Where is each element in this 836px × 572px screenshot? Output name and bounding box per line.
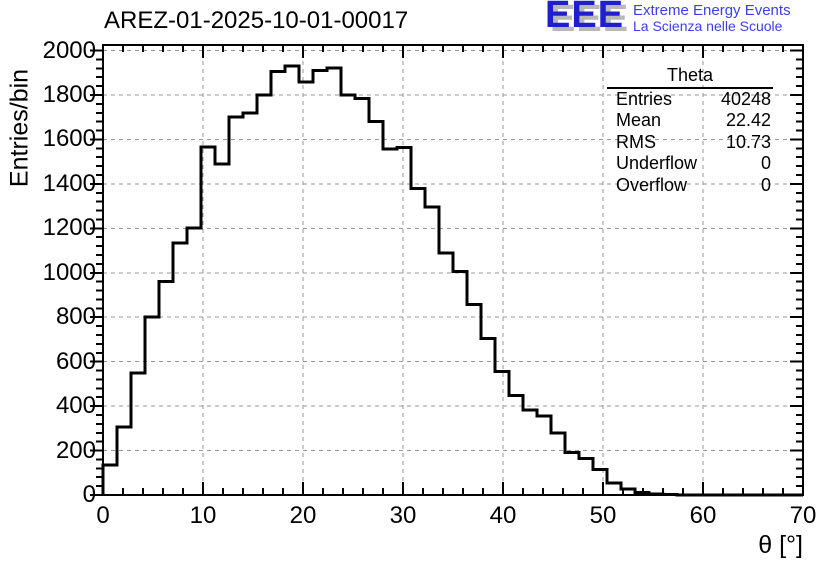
- stats-label: Overflow: [616, 174, 688, 195]
- stats-title: Theta: [607, 64, 773, 89]
- stats-value: 40248: [720, 89, 771, 109]
- stats-label: Entries: [616, 89, 673, 109]
- eee-logo-line2: La Scienza nelle Scuole: [633, 18, 783, 34]
- stats-box: Theta Entries 40248 Mean 22.42 RMS 10.73…: [607, 64, 773, 196]
- eee-logo-line1: Extreme Energy Events: [633, 2, 791, 19]
- eee-logo-text: Extreme Energy Events La Scienza nelle S…: [633, 3, 791, 34]
- stats-row-underflow: Underflow 0: [607, 153, 773, 174]
- x-axis-title: θ [°]: [758, 531, 803, 559]
- stats-label: RMS: [616, 131, 656, 152]
- stats-label: Underflow: [616, 153, 698, 174]
- stats-value: 22.42: [725, 110, 771, 131]
- stats-row-entries: Entries 40248: [607, 89, 773, 110]
- stats-value: 0: [760, 174, 771, 195]
- stats-row-mean: Mean 22.42: [607, 110, 773, 131]
- stats-label: Mean: [616, 110, 662, 131]
- stats-row-overflow: Overflow 0: [607, 175, 773, 196]
- stats-value: 10.73: [725, 131, 771, 152]
- eee-logo-letters: EEE: [545, 0, 625, 36]
- stats-row-rms: RMS 10.73: [607, 132, 773, 153]
- page-title: AREZ-01-2025-10-01-00017: [104, 7, 409, 34]
- theta-histogram-line: [101, 64, 803, 497]
- stats-value: 0: [760, 153, 771, 174]
- y-axis-title: Entries/bin: [5, 68, 34, 188]
